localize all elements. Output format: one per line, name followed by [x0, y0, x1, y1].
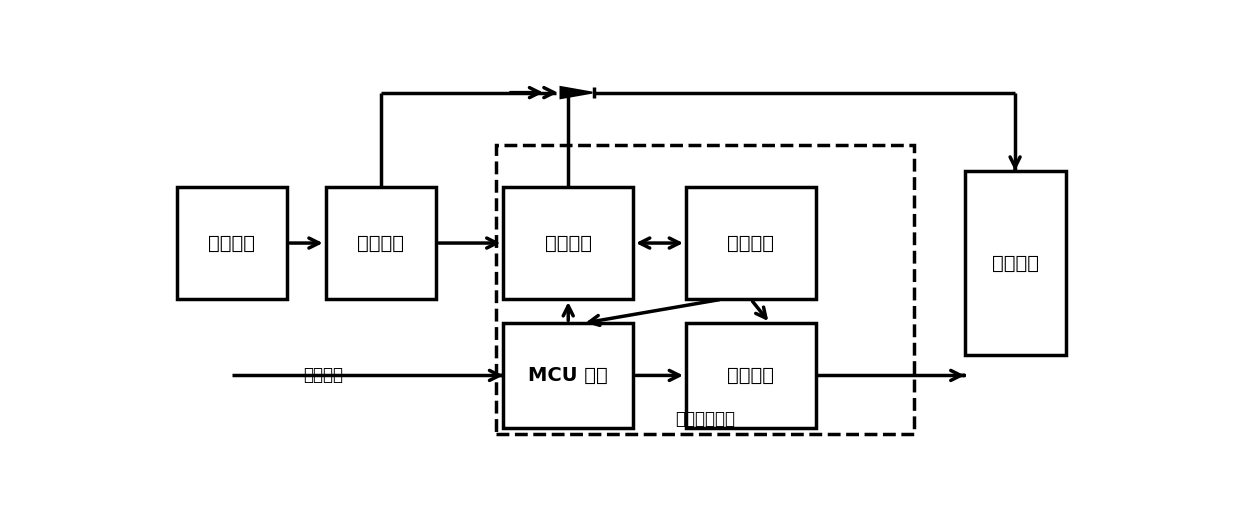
Bar: [326, 187, 436, 299]
Text: 充电管理: 充电管理: [544, 233, 591, 253]
Bar: [965, 171, 1065, 355]
Bar: [496, 145, 914, 433]
Text: 车辆状态: 车辆状态: [303, 366, 343, 384]
Text: 备用电池: 备用电池: [728, 233, 774, 253]
Bar: [503, 187, 634, 299]
Text: 降压模块: 降压模块: [357, 233, 404, 253]
Bar: [686, 187, 816, 299]
Text: 车载电瓶: 车载电瓶: [208, 233, 255, 253]
Text: 放电管理: 放电管理: [728, 366, 774, 385]
Bar: [686, 323, 816, 428]
Bar: [176, 187, 288, 299]
Text: MCU 单元: MCU 单元: [528, 366, 608, 385]
Bar: [503, 323, 634, 428]
Text: 工作单元: 工作单元: [992, 254, 1039, 272]
Text: 电池管理模块: 电池管理模块: [675, 410, 734, 428]
Polygon shape: [560, 87, 593, 98]
